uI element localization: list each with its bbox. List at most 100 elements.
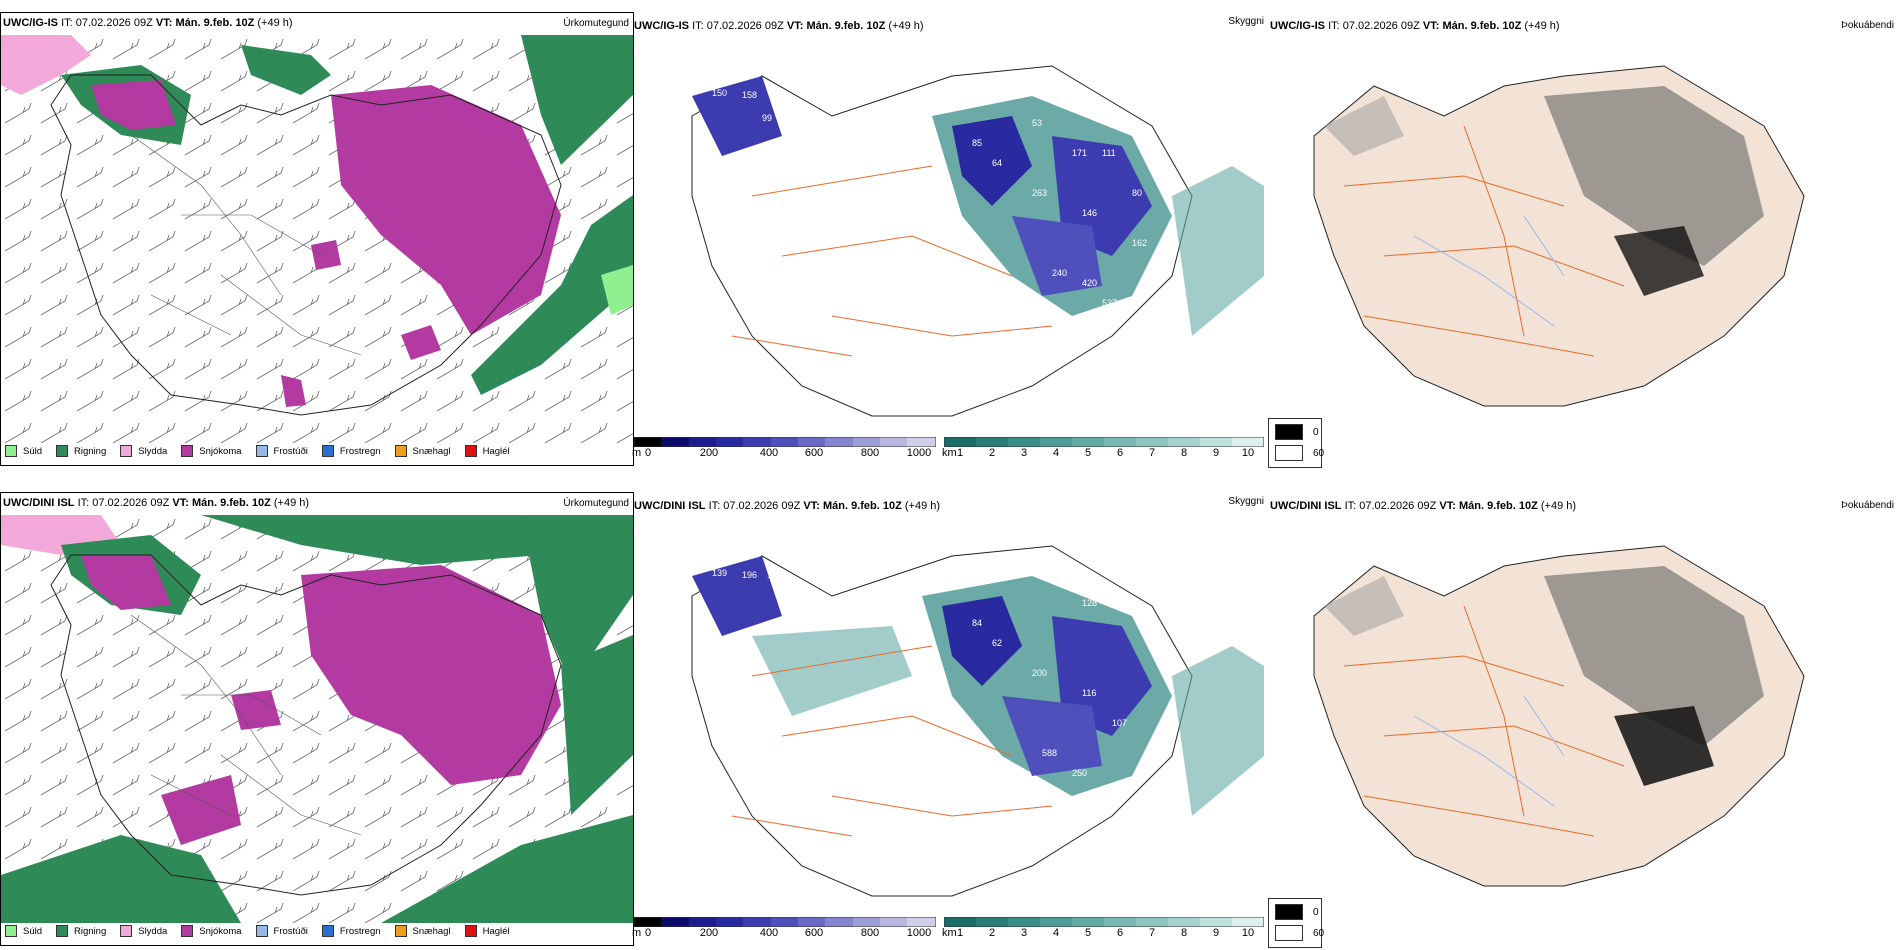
svg-text:109: 109 <box>1022 778 1037 788</box>
cloud-map: 139 196 108 84 62 128 200 116 107 588 25… <box>632 516 1264 916</box>
svg-text:80: 80 <box>1132 188 1142 198</box>
swatch <box>1275 445 1303 461</box>
svg-text:111: 111 <box>1102 148 1116 158</box>
precip-legend: Súld Rigning Slydda Snjókoma Frostúði Fr… <box>5 925 524 937</box>
swatch <box>120 925 133 937</box>
svg-text:537: 537 <box>1102 298 1117 308</box>
precip-map <box>1 515 633 923</box>
legend-item: Frostregn <box>321 445 381 457</box>
panel-type-label: Úrkomutegund <box>563 18 629 29</box>
panel-header: UWC/DINI ISL IT: 07.02.2026 09Z VT: Mán.… <box>3 497 310 509</box>
fog-legend-item: 60 <box>1275 925 1324 941</box>
fog-map <box>1264 516 1900 926</box>
swatch <box>321 445 334 457</box>
svg-text:150: 150 <box>712 88 727 98</box>
svg-text:64: 64 <box>992 158 1002 168</box>
svg-text:83: 83 <box>912 258 922 268</box>
ceiling-unit: m <box>632 447 642 459</box>
swatch <box>181 445 194 457</box>
svg-text:420: 420 <box>1082 278 1097 288</box>
swatch <box>5 445 17 457</box>
svg-text:200: 200 <box>1032 668 1047 678</box>
legend-item: Haglél <box>464 445 510 457</box>
fog-legend: 0 60 <box>1268 898 1324 948</box>
svg-text:481: 481 <box>1062 328 1077 338</box>
fog-legend-item: 60 <box>1275 445 1324 461</box>
ceiling-ticks: 0 200 400 600 800 1000 <box>644 927 932 939</box>
svg-text:107: 107 <box>1112 718 1127 728</box>
svg-text:116: 116 <box>1082 688 1096 698</box>
visibility-unit: km <box>942 447 957 459</box>
swatch <box>5 925 17 937</box>
svg-text:84: 84 <box>972 618 982 628</box>
precip-panel-top: UWC/IG-IS IT: 07.02.2026 09Z VT: Mán. 9.… <box>0 12 634 466</box>
fog-panel-bottom: UWC/DINI ISL IT: 07.02.2026 09Z VT: Mán.… <box>1264 492 1900 948</box>
svg-text:139: 139 <box>712 568 727 578</box>
fog-legend: 0 60 <box>1268 418 1324 468</box>
legend-item: Súld <box>5 445 42 457</box>
swatch <box>56 445 69 457</box>
svg-text:128: 128 <box>1082 598 1097 608</box>
svg-text:53: 53 <box>1032 118 1042 128</box>
fog-legend-item: 0 <box>1275 424 1319 440</box>
cloud-panel-bottom: UWC/DINI ISL IT: 07.02.2026 09Z VT: Mán.… <box>632 492 1264 944</box>
swatch <box>394 925 407 937</box>
panel-header: UWC/DINI ISL IT: 07.02.2026 09Z VT: Mán.… <box>1270 500 1577 512</box>
svg-text:263: 263 <box>1032 188 1047 198</box>
fog-panel-top: UWC/IG-IS IT: 07.02.2026 09Z VT: Mán. 9.… <box>1264 12 1900 468</box>
svg-text:62: 62 <box>992 638 1002 648</box>
legend-item: Snjókoma <box>181 445 242 457</box>
swatch <box>1275 904 1303 920</box>
panel-header: UWC/IG-IS IT: 07.02.2026 09Z VT: Mán. 9.… <box>634 20 924 32</box>
cloud-map: 150 158 99 85 64 53 171 111 263 146 80 1… <box>632 36 1264 436</box>
precip-panel-bottom: UWC/DINI ISL IT: 07.02.2026 09Z VT: Mán.… <box>0 492 634 946</box>
swatch <box>56 925 69 937</box>
visibility-colorbar <box>944 917 1264 927</box>
svg-text:108: 108 <box>767 570 782 580</box>
legend-item: Haglél <box>464 925 510 937</box>
swatch <box>120 445 133 457</box>
panel-type-label: Þokuábendi <box>1841 20 1894 31</box>
ceiling-unit: m <box>632 927 642 939</box>
legend-item: Súld <box>5 925 42 937</box>
visibility-ticks: 1 2 3 4 5 6 7 8 9 10 <box>956 927 1255 939</box>
svg-text:323: 323 <box>1052 808 1067 818</box>
legend-item: Frostregn <box>321 925 381 937</box>
cloud-panel-top: UWC/IG-IS IT: 07.02.2026 09Z VT: Mán. 9.… <box>632 12 1264 464</box>
visibility-colorbar <box>944 437 1264 447</box>
visibility-unit: km <box>942 927 957 939</box>
panel-type-label: Úrkomutegund <box>563 498 629 509</box>
swatch <box>394 445 407 457</box>
legend-item: Rigning <box>56 925 106 937</box>
svg-text:82: 82 <box>902 728 912 738</box>
swatch <box>321 925 334 937</box>
svg-text:196: 196 <box>742 570 757 580</box>
precip-map <box>1 35 633 443</box>
fog-legend-item: 0 <box>1275 904 1319 920</box>
ceiling-colorbar <box>634 437 936 447</box>
swatch <box>1275 925 1303 941</box>
legend-item: Snjókoma <box>181 925 242 937</box>
svg-text:158: 158 <box>742 90 757 100</box>
ceiling-colorbar <box>634 917 936 927</box>
swatch <box>255 445 268 457</box>
legend-item: Frostúði <box>255 445 308 457</box>
panel-type-label: Þokuábendi <box>1841 500 1894 511</box>
legend-item: Slydda <box>120 445 167 457</box>
svg-text:146: 146 <box>1082 208 1097 218</box>
svg-text:250: 250 <box>1072 768 1087 778</box>
ceiling-ticks: 0 200 400 600 800 1000 <box>644 447 932 459</box>
swatch <box>1275 424 1303 440</box>
svg-text:171: 171 <box>1072 148 1087 158</box>
panel-type-label: Skyggni <box>1228 16 1264 27</box>
svg-text:99: 99 <box>762 113 772 123</box>
legend-item: Frostúði <box>255 925 308 937</box>
legend-item: Snæhagl <box>394 925 451 937</box>
panel-header: UWC/IG-IS IT: 07.02.2026 09Z VT: Mán. 9.… <box>1270 20 1560 32</box>
swatch <box>181 925 194 937</box>
panel-header: UWC/IG-IS IT: 07.02.2026 09Z VT: Mán. 9.… <box>3 17 293 29</box>
legend-item: Rigning <box>56 445 106 457</box>
panel-header: UWC/DINI ISL IT: 07.02.2026 09Z VT: Mán.… <box>634 500 941 512</box>
visibility-ticks: 1 2 3 4 5 6 7 8 9 10 <box>956 447 1255 459</box>
swatch <box>464 445 477 457</box>
